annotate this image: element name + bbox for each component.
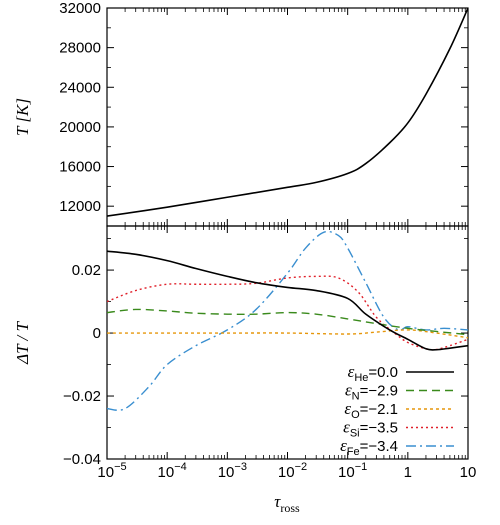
top-y-tick-label: 12000 [59, 198, 101, 215]
x-tick-label: 10−1 [338, 461, 367, 481]
x-tick-label: 10−3 [218, 461, 247, 481]
x-tick-label: 10−2 [278, 461, 307, 481]
series-line-he [107, 250, 468, 351]
bottom-y-axis-label: ΔT / T [13, 321, 32, 365]
series-line-o [107, 329, 468, 339]
chart-marks: 10−5 10−4 10−3 10−2 10−1 1 10 12000 16000 20000 24… [59, 0, 476, 481]
bottom-y-tick-label: −0.04 [63, 451, 101, 468]
series-line-fe [107, 230, 468, 411]
x-tick-label: 10 [460, 464, 477, 481]
top-y-tick-label: 32000 [59, 0, 101, 17]
top-panel-frame [106, 7, 469, 227]
legend-label-fe: εFe=−3.4 [340, 436, 398, 458]
top-y-tick-label: 20000 [59, 119, 101, 136]
x-axis-label: τross [274, 492, 300, 515]
x-tick-label: 10−5 [97, 461, 126, 481]
legend-label-si: εSi=−3.5 [343, 418, 398, 440]
top-y-tick-label: 24000 [59, 79, 101, 96]
legend-label-he: εHe=0.0 [348, 362, 398, 384]
x-tick-label: 1 [404, 464, 412, 481]
bottom-y-tick-label: −0.02 [63, 388, 101, 405]
legend-label-n: εN=−2.9 [345, 381, 398, 403]
bottom-y-tick-label: 0.02 [72, 262, 101, 279]
bottom-y-tick-label: 0 [93, 325, 101, 342]
legend-label-o: εO=−2.1 [344, 399, 398, 421]
series-line-n [107, 308, 468, 336]
top-y-tick-label: 28000 [59, 40, 101, 57]
temperature-line [107, 8, 468, 217]
x-tick-label: 10−4 [158, 461, 187, 481]
top-y-tick-label: 16000 [59, 159, 101, 176]
top-y-axis-label: T [K] [13, 98, 32, 136]
